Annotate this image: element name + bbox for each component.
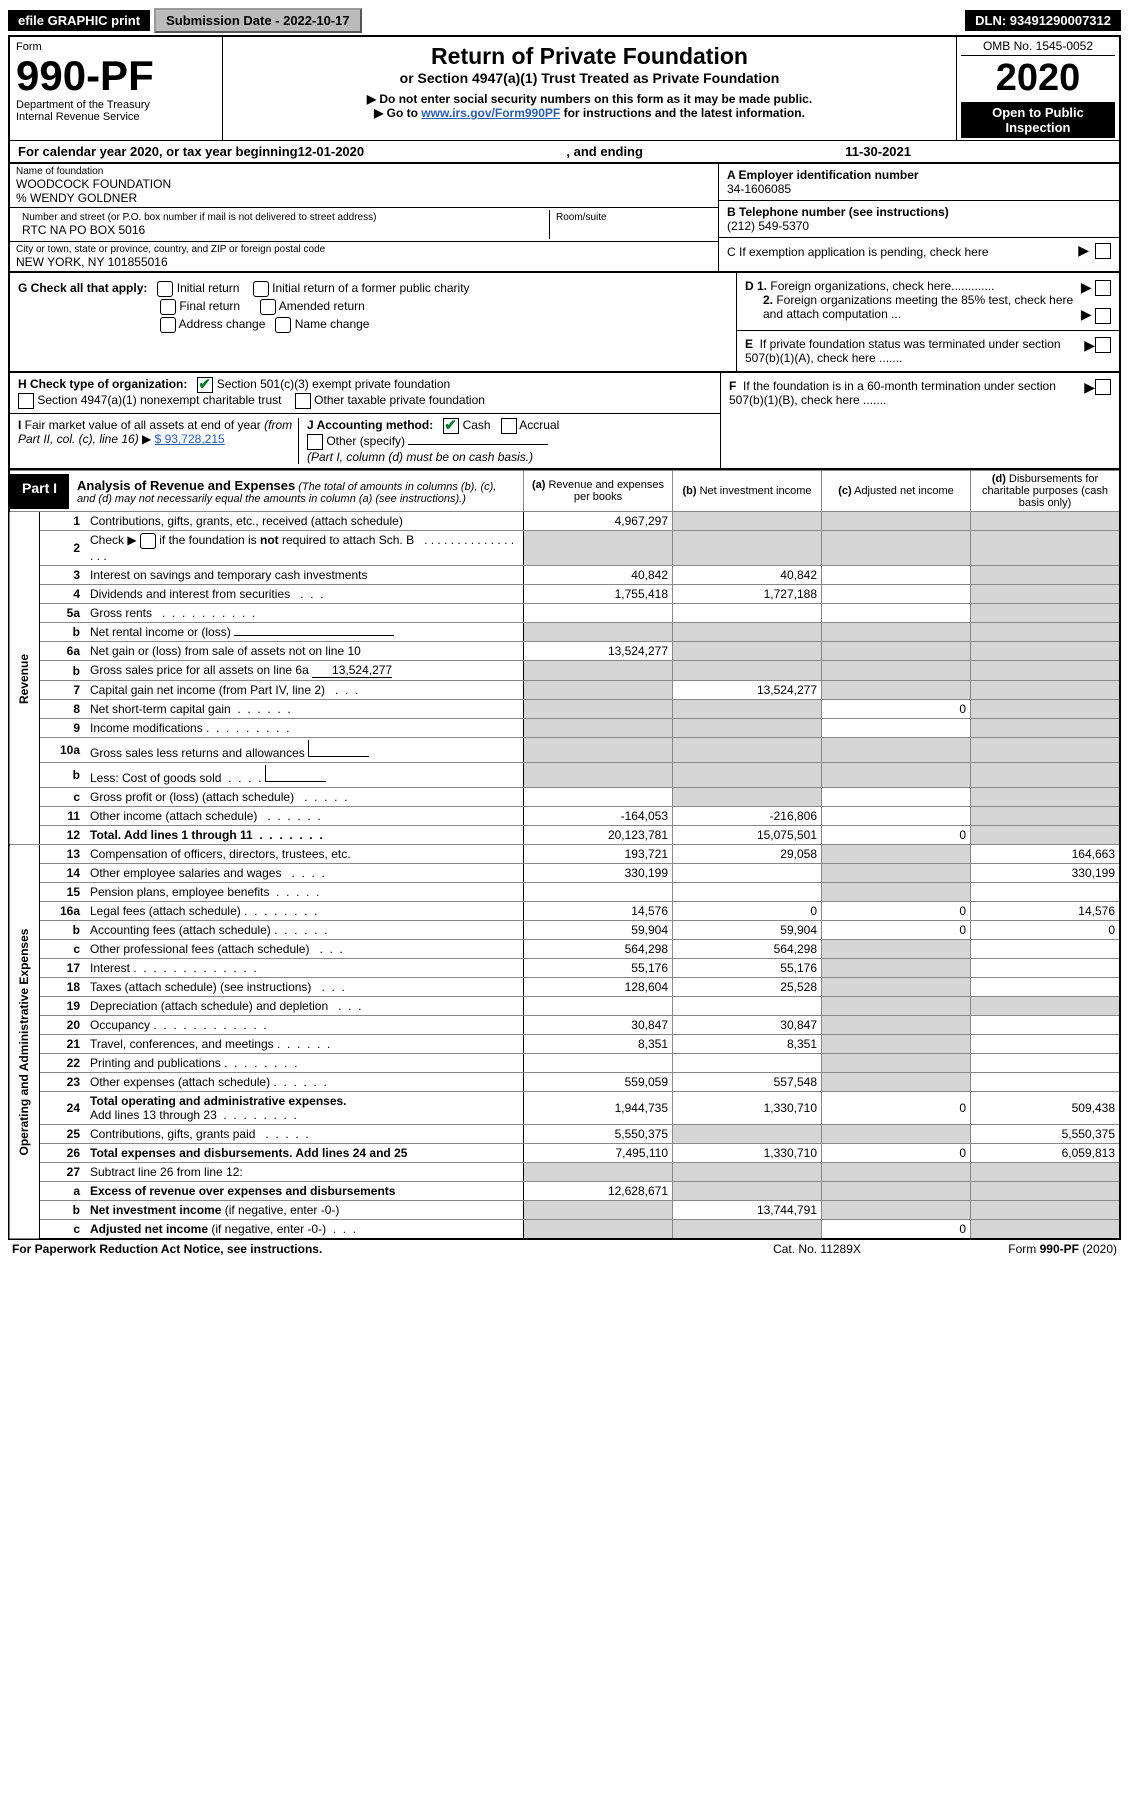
j-note: (Part I, column (d) must be on cash basi… — [307, 450, 533, 464]
col-b-header: (b) Net investment income — [673, 471, 822, 512]
dln: DLN: 93491290007312 — [965, 10, 1121, 31]
arrow-icon: ▶ — [1078, 242, 1089, 259]
hij-block: H Check type of organization: Section 50… — [8, 371, 1121, 470]
g-initial-former-cb[interactable] — [253, 281, 269, 297]
line-1-desc: Contributions, gifts, grants, etc., rece… — [86, 512, 524, 531]
phone-value: (212) 549-5370 — [727, 219, 1111, 233]
col-d-header: (d) Disbursements for charitable purpose… — [971, 471, 1121, 512]
d1-label: D 1. D 1. Foreign organizations, check h… — [745, 279, 1081, 293]
part1-table: Part I Analysis of Revenue and Expenses … — [8, 470, 1121, 1240]
e-label: E If private foundation status was termi… — [745, 337, 1084, 365]
dept-treasury: Department of the Treasury — [16, 99, 216, 111]
city-label: City or town, state or province, country… — [16, 244, 712, 255]
form-title-block: Return of Private Foundation or Section … — [223, 37, 957, 140]
entity-block: Name of foundation WOODCOCK FOUNDATION %… — [8, 162, 1121, 271]
arrow-icon: ▶ — [1081, 279, 1092, 295]
tax-year: 2020 — [961, 56, 1115, 102]
form-header: Form 990-PF Department of the Treasury I… — [8, 35, 1121, 140]
h-501c3-cb[interactable] — [197, 377, 213, 393]
top-bar: efile GRAPHIC print Submission Date - 20… — [8, 8, 1121, 33]
part1-tag: Part I — [10, 474, 69, 509]
fmv-link[interactable]: $ 93,728,215 — [155, 432, 225, 446]
irs-label: Internal Revenue Service — [16, 111, 216, 123]
line-2-checkbox[interactable] — [140, 533, 156, 549]
g-label: G Check all that apply: — [18, 281, 147, 295]
col-a-header: (a) Revenue and expenses per books — [524, 471, 673, 512]
part1-desc: Analysis of Revenue and Expenses (The to… — [69, 474, 523, 509]
line-2-desc: Check ▶ if the foundation is not require… — [86, 531, 524, 566]
footer-left: For Paperwork Reduction Act Notice, see … — [12, 1242, 717, 1256]
form-id-block: Form 990-PF Department of the Treasury I… — [10, 37, 223, 140]
h-4947-cb[interactable] — [18, 393, 34, 409]
ein-value: 34-1606085 — [727, 182, 1111, 196]
g-name-cb[interactable] — [275, 317, 291, 333]
omb-number: OMB No. 1545-0052 — [961, 39, 1115, 56]
submission-date[interactable]: Submission Date - 2022-10-17 — [154, 8, 362, 33]
care-of: % WENDY GOLDNER — [16, 191, 712, 205]
e-checkbox[interactable] — [1095, 337, 1111, 353]
street-address: RTC NA PO BOX 5016 — [22, 223, 543, 237]
form-number: 990-PF — [16, 55, 216, 97]
footer-form: Form 990-PF (2020) — [917, 1242, 1117, 1256]
j-other-cb[interactable] — [307, 434, 323, 450]
d2-label: 2. Foreign organizations meeting the 85%… — [745, 293, 1081, 321]
ein-label: A Employer identification number — [727, 168, 1111, 182]
form-subtitle: or Section 4947(a)(1) Trust Treated as P… — [231, 70, 948, 86]
irs-link[interactable]: www.irs.gov/Form990PF — [421, 106, 560, 120]
g-final-cb[interactable] — [160, 299, 176, 315]
footer-catno: Cat. No. 11289X — [717, 1242, 917, 1256]
name-label: Name of foundation — [16, 166, 712, 177]
f-label: F If the foundation is in a 60-month ter… — [729, 379, 1084, 407]
form-title: Return of Private Foundation — [231, 43, 948, 70]
open-public: Open to Public Inspection — [961, 102, 1115, 138]
ty-end: 11-30-2021 — [845, 144, 911, 159]
addr-label: Number and street (or P.O. box number if… — [22, 212, 543, 223]
j-cash-cb[interactable] — [443, 418, 459, 434]
foundation-name: WOODCOCK FOUNDATION — [16, 177, 712, 191]
form-year-block: OMB No. 1545-0052 2020 Open to Public In… — [957, 37, 1119, 140]
arrow-icon: ▶ — [1081, 306, 1092, 322]
g-initial-cb[interactable] — [157, 281, 173, 297]
instr-ssn: ▶ Do not enter social security numbers o… — [231, 92, 948, 106]
c-exemption-label: C If exemption application is pending, c… — [727, 245, 1072, 259]
arrow-icon: ▶ — [1084, 337, 1095, 354]
city-state-zip: NEW YORK, NY 101855016 — [16, 255, 712, 269]
instr-goto: ▶ Go to www.irs.gov/Form990PF for instru… — [231, 106, 948, 120]
j-accrual-cb[interactable] — [501, 418, 517, 434]
suite-label: Room/suite — [556, 212, 706, 223]
efile-btn[interactable]: efile GRAPHIC print — [8, 10, 150, 31]
revenue-side-label: Revenue — [9, 512, 40, 845]
c-checkbox[interactable] — [1095, 243, 1111, 259]
phone-label: B Telephone number (see instructions) — [727, 205, 1111, 219]
f-checkbox[interactable] — [1095, 379, 1111, 395]
tax-year-row: For calendar year 2020, or tax year begi… — [8, 140, 1121, 162]
arrow-icon: ▶ — [1084, 379, 1095, 396]
h-other-cb[interactable] — [295, 393, 311, 409]
g-address-cb[interactable] — [160, 317, 176, 333]
d2-checkbox[interactable] — [1095, 308, 1111, 324]
expenses-side-label: Operating and Administrative Expenses — [9, 845, 40, 1240]
h-label: H Check type of organization: — [18, 377, 187, 391]
footer: For Paperwork Reduction Act Notice, see … — [8, 1240, 1121, 1258]
checks-block: G Check all that apply: Initial return I… — [8, 271, 1121, 372]
g-amended-cb[interactable] — [260, 299, 276, 315]
ty-begin: 12-01-2020 — [298, 144, 365, 159]
d1-checkbox[interactable] — [1095, 280, 1111, 296]
col-c-header: (c) Adjusted net income — [822, 471, 971, 512]
line-1-a: 4,967,297 — [524, 512, 673, 531]
